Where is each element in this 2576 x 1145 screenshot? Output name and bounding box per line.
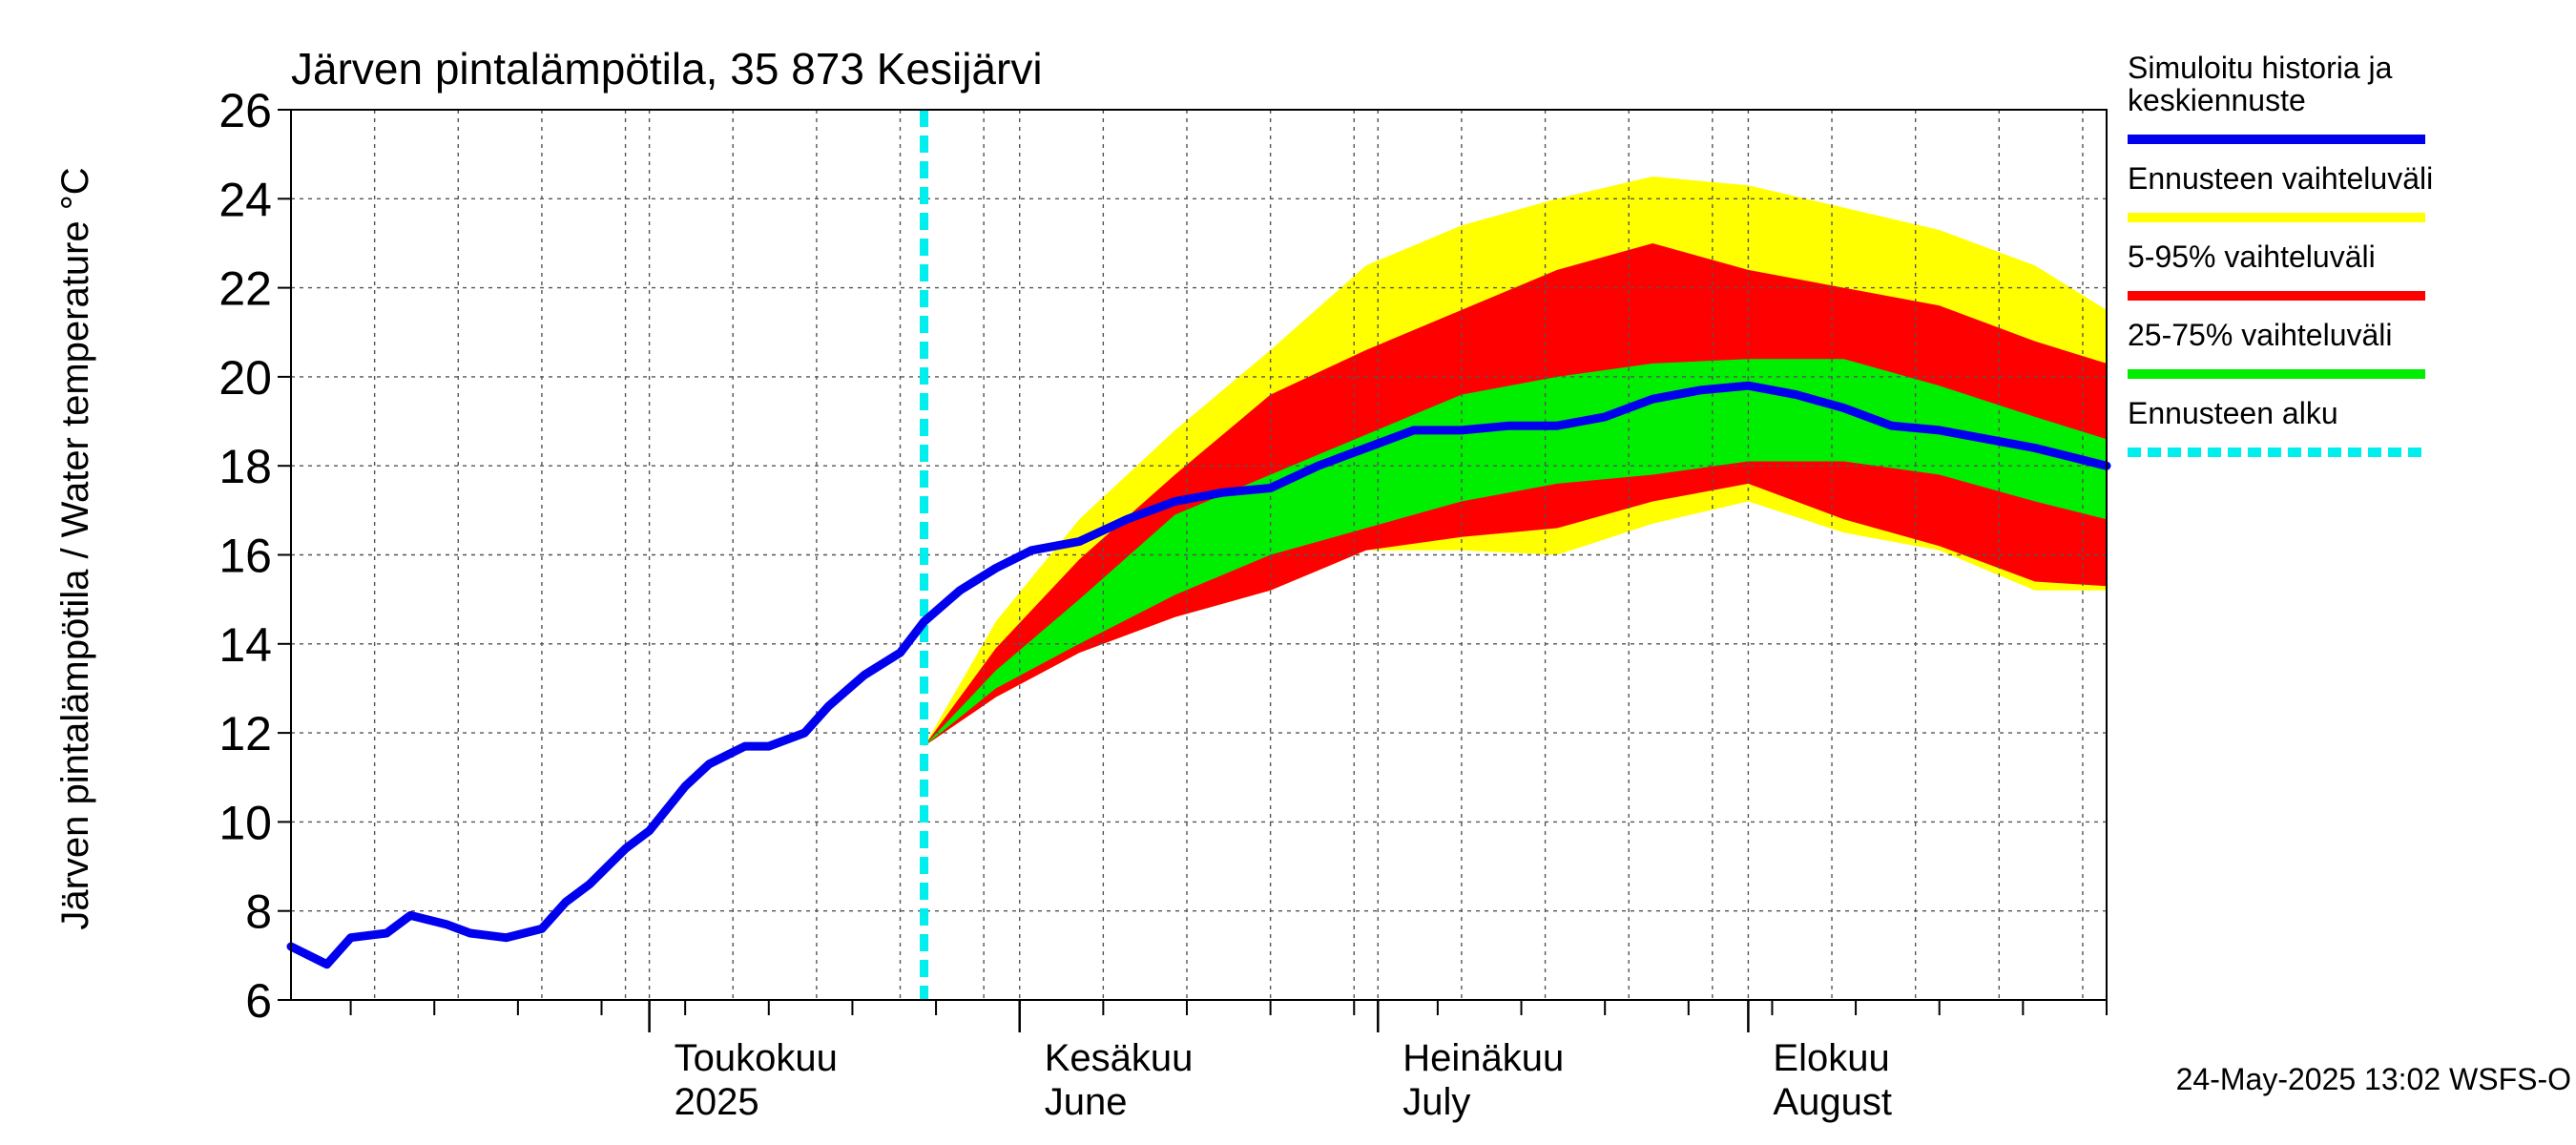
y-tick-label: 18 (218, 440, 272, 493)
series-lines (286, 110, 2111, 1000)
y-tick-label: 10 (218, 796, 272, 849)
y-tick-label: 12 (218, 707, 272, 760)
legend-label: Simuloitu historia ja (2128, 51, 2393, 85)
month-label-sub: August (1773, 1081, 1892, 1123)
legend-label: keskiennuste (2128, 83, 2306, 117)
month-label-sub: June (1045, 1081, 1128, 1123)
month-label-sub: July (1402, 1081, 1470, 1123)
month-label: Kesäkuu (1045, 1037, 1194, 1079)
legend-label: Ennusteen vaihteluväli (2128, 161, 2433, 196)
band-25-75-vaihteluv-li (924, 359, 2107, 747)
y-tick-label: 14 (218, 618, 272, 672)
mean-forecast-line (286, 381, 2111, 969)
month-label: Elokuu (1773, 1037, 1889, 1079)
timestamp-label: 24-May-2025 13:02 WSFS-O (2176, 1062, 2571, 1096)
y-tick-label: 22 (218, 262, 272, 316)
axis-ticks: 68101214161820222426Toukokuu2025KesäkuuJ… (218, 84, 2108, 1123)
y-tick-label: 26 (218, 84, 272, 137)
chart-title: Järven pintalämpötila, 35 873 Kesijärvi (291, 44, 1043, 94)
y-tick-label: 20 (218, 351, 272, 405)
y-axis-label: Järven pintalämpötila / Water temperatur… (54, 167, 96, 929)
month-label: Toukokuu (675, 1037, 838, 1079)
y-tick-label: 24 (218, 173, 272, 226)
month-label-sub: 2025 (675, 1081, 759, 1123)
y-tick-label: 6 (245, 974, 272, 1028)
legend-label: 5-95% vaihteluväli (2128, 239, 2376, 274)
legend-label: Ennusteen alku (2128, 396, 2338, 430)
band-5-95-vaihteluv-li (924, 243, 2107, 747)
y-tick-label: 16 (218, 530, 272, 583)
y-tick-label: 8 (245, 885, 272, 939)
forecast-bands (924, 177, 2107, 747)
month-label: Heinäkuu (1402, 1037, 1564, 1079)
legend-label: 25-75% vaihteluväli (2128, 318, 2393, 352)
